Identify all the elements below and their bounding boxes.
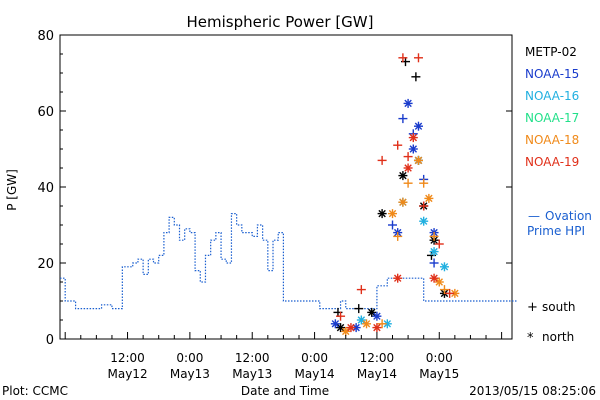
- data-point: [354, 304, 364, 314]
- legend-ovation-dash: —: [528, 209, 540, 223]
- y-tick-label: 0: [46, 333, 54, 348]
- data-point: [445, 288, 455, 298]
- legend-entry: METP-02: [525, 45, 577, 59]
- data-point: [403, 98, 413, 108]
- data-point: [408, 144, 418, 154]
- data-point: [346, 323, 356, 333]
- data-point: [429, 258, 439, 268]
- data-point: [336, 323, 346, 333]
- data-point: [377, 209, 387, 219]
- data-point: [362, 319, 372, 329]
- data-point: [450, 288, 460, 298]
- data-point: [439, 285, 449, 295]
- data-point: [434, 277, 444, 287]
- points-layer: [330, 53, 460, 336]
- data-point: [336, 311, 346, 321]
- x-axis: 12:00 May12 0:00 May13 12:00 May13 0:00 May14 12…: [64, 332, 503, 381]
- x-tick-date: May12: [108, 367, 148, 381]
- data-point: [439, 262, 449, 272]
- legend-entry: NOAA-17: [525, 111, 579, 125]
- data-point: [408, 133, 418, 143]
- data-point: [411, 72, 421, 82]
- data-point: [398, 197, 408, 207]
- x-tick-label: 0:00: [301, 351, 328, 365]
- legend-north-symbol: *: [527, 331, 534, 346]
- data-point: [424, 193, 434, 203]
- data-point: [377, 319, 387, 329]
- data-point: [356, 285, 366, 295]
- y-tick-label: 60: [37, 105, 54, 120]
- y-tick-label: 40: [37, 181, 54, 196]
- legend-entry: NOAA-18: [525, 133, 579, 147]
- legend-north-label: north: [542, 330, 574, 344]
- data-point: [403, 178, 413, 188]
- legend-south-label: south: [542, 300, 576, 314]
- data-point: [393, 273, 403, 283]
- ovation-layer: [60, 213, 518, 310]
- data-point: [398, 53, 408, 63]
- legend-entry: NOAA-19: [525, 155, 579, 169]
- data-point: [429, 231, 439, 241]
- x-tick-date: May13: [170, 367, 210, 381]
- footer-right: 2013/05/15 08:25:06: [469, 384, 596, 398]
- x-tick-label: 12:00: [235, 351, 270, 365]
- x-tick-date: May15: [419, 367, 459, 381]
- data-point: [341, 326, 351, 336]
- data-point: [419, 201, 429, 211]
- chart-title: Hemispheric Power [GW]: [187, 13, 374, 31]
- data-point: [372, 323, 382, 333]
- data-point: [413, 121, 423, 131]
- data-point: [413, 155, 423, 165]
- legend-ovation-label: Ovation: [545, 209, 592, 223]
- data-point: [429, 273, 439, 283]
- data-point: [393, 140, 403, 150]
- x-tick-date: May13: [232, 367, 272, 381]
- legend-entry: NOAA-16: [525, 89, 579, 103]
- data-point: [398, 114, 408, 124]
- data-point: [356, 315, 366, 325]
- legend-entry: NOAA-15: [525, 67, 579, 81]
- plot-area: [59, 34, 518, 340]
- data-point: [388, 220, 398, 230]
- y-axis: 0 20 40 60 80: [37, 29, 512, 348]
- data-point: [382, 319, 392, 329]
- x-tick-label: 12:00: [360, 351, 395, 365]
- y-tick-label: 80: [37, 29, 54, 44]
- y-tick-label: 20: [37, 257, 54, 272]
- x-axis-label: Date and Time: [241, 384, 329, 398]
- ovation-line: [60, 213, 518, 310]
- data-point: [419, 178, 429, 188]
- data-point: [330, 319, 340, 329]
- data-point: [403, 152, 413, 162]
- data-point: [367, 307, 377, 317]
- data-point: [398, 171, 408, 181]
- data-point: [372, 311, 382, 321]
- x-tick-label: 0:00: [176, 351, 203, 365]
- data-point: [377, 155, 387, 165]
- x-tick-label: 12:00: [110, 351, 145, 365]
- data-point: [388, 209, 398, 219]
- data-point: [434, 239, 444, 249]
- x-tick-date: May14: [295, 367, 335, 381]
- y-axis-label: P [GW]: [5, 169, 19, 211]
- data-point: [393, 231, 403, 241]
- x-tick-label: 0:00: [426, 351, 453, 365]
- footer-left: Plot: CCMC: [2, 384, 68, 398]
- data-point: [413, 53, 423, 63]
- legend: METP-02 NOAA-15 NOAA-16 NOAA-17 NOAA-18 …: [525, 45, 592, 346]
- legend-south-symbol: +: [527, 300, 538, 315]
- data-point: [403, 163, 413, 173]
- x-tick-date: May14: [357, 367, 397, 381]
- data-point: [419, 216, 429, 226]
- data-point: [429, 247, 439, 257]
- legend-ovation-label-2: Prime HPI: [527, 224, 585, 238]
